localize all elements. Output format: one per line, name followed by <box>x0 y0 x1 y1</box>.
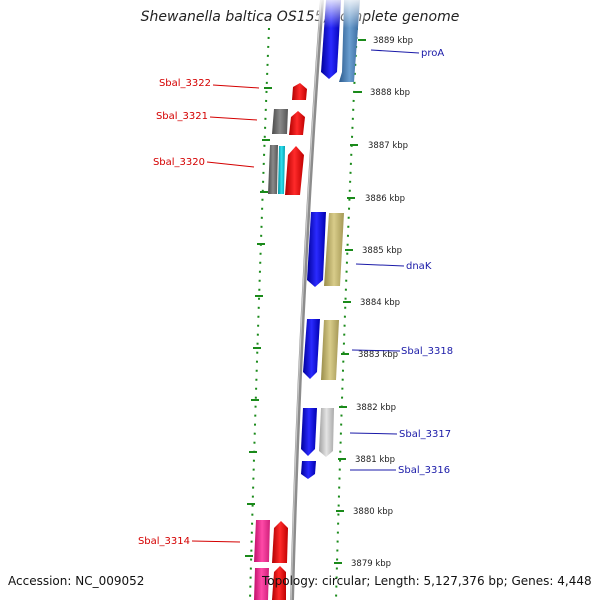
label-line-sbal3321 <box>209 116 258 121</box>
label-line-proa <box>370 49 420 54</box>
gene-feature-sbal3321-red <box>289 111 305 135</box>
scale-label-3883: 3883 kbp <box>358 350 398 360</box>
gene-label-sbal3320: Sbal_3320 <box>153 157 205 168</box>
scale-label-3885: 3885 kbp <box>362 246 402 256</box>
genome-info-text: Topology: circular; Length: 5,127,376 bp… <box>262 574 592 588</box>
gene-label-sbal3317: Sbal_3317 <box>399 429 451 440</box>
scale-label-3889: 3889 kbp <box>373 36 413 46</box>
label-line-sbal3318 <box>351 349 401 352</box>
scale-label-3888: 3888 kbp <box>370 88 410 98</box>
label-line-sbal3317 <box>349 432 398 435</box>
gene-feature-sbal3321-grey <box>272 109 288 134</box>
gene-feature-sbal3313-red <box>272 566 286 600</box>
gene-feature-sbal3313-pink <box>254 568 269 600</box>
scale-label-3881: 3881 kbp <box>355 455 395 465</box>
gene-feature-sbal3320-grey <box>268 145 278 194</box>
gene-feature-sbal3322 <box>292 83 307 100</box>
gene-feature-sbal3314-pink <box>254 520 270 562</box>
top-fade <box>315 0 365 28</box>
scale-label-3880: 3880 kbp <box>353 507 393 517</box>
label-line-sbal3314 <box>191 540 241 543</box>
gene-feature-dnak-blue <box>307 212 326 287</box>
gene-label-dnak: dnaK <box>406 261 432 272</box>
gene-feature-sbal3318-khaki <box>321 320 339 380</box>
scale-ticks <box>334 39 366 564</box>
scale-label-3884: 3884 kbp <box>360 298 400 308</box>
label-line-dnak <box>355 263 405 267</box>
outer-ring-boundary <box>335 27 358 600</box>
label-line-sbal3320 <box>206 161 255 168</box>
gene-feature-sbal3318-blue <box>303 319 320 379</box>
accession-text: Accession: NC_009052 <box>8 574 145 588</box>
map-title: Shewanella baltica OS155, complete genom… <box>140 9 460 25</box>
inner-ring-boundary <box>249 27 270 600</box>
gene-label-sbal3321: Sbal_3321 <box>156 111 208 122</box>
gene-feature-sbal3317-blue <box>301 408 317 456</box>
gene-label-sbal3322: Sbal_3322 <box>159 78 211 89</box>
gene-feature-dnak-khaki <box>324 213 344 286</box>
scale-label-3887: 3887 kbp <box>368 141 408 151</box>
scale-label-3886: 3886 kbp <box>365 194 405 204</box>
gene-label-sbal3318: Sbal_3318 <box>401 346 453 357</box>
inner-tick-marks <box>245 87 272 557</box>
gene-feature-sbal3317-grey <box>319 408 334 457</box>
genome-backbone-highlight <box>290 0 322 600</box>
scale-label-3879: 3879 kbp <box>351 559 391 569</box>
gene-feature-sbal3316-blue <box>301 461 316 479</box>
scale-label-3882: 3882 kbp <box>356 403 396 413</box>
gene-feature-sbal3320-cyan <box>278 146 285 194</box>
gene-label-sbal3316: Sbal_3316 <box>398 465 450 476</box>
gene-label-sbal3314: Sbal_3314 <box>138 536 190 547</box>
gene-label-proa: proA <box>421 48 444 59</box>
gene-feature-sbal3320-red <box>285 146 304 195</box>
genome-backbone <box>290 0 324 600</box>
gene-feature-sbal3314-red <box>272 521 288 563</box>
label-line-sbal3322 <box>212 84 260 89</box>
